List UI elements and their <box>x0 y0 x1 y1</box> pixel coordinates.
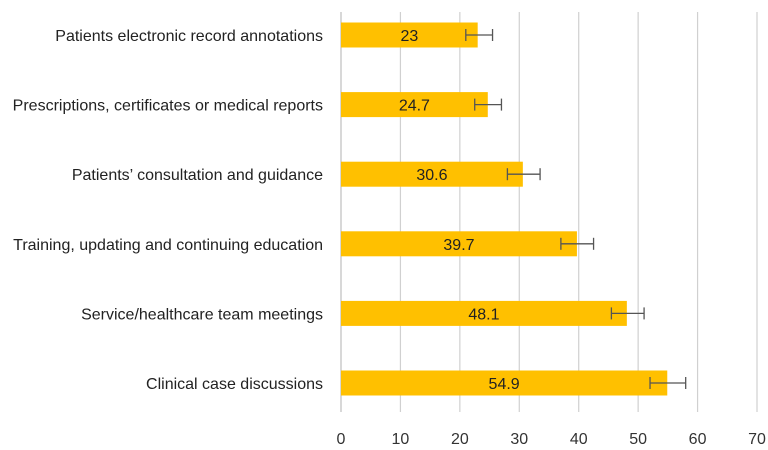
error-bar <box>465 29 494 41</box>
data-label: 48.1 <box>468 306 499 323</box>
x-tick-label: 70 <box>748 431 766 448</box>
x-tick-label: 30 <box>510 431 528 448</box>
error-bar <box>506 168 541 181</box>
x-axis-ticks: 0 10 20 30 40 50 60 70 <box>337 431 766 448</box>
category-label: Patients’ consultation and guidance <box>72 167 323 184</box>
x-tick-label: 10 <box>392 431 410 448</box>
error-bar <box>649 377 687 389</box>
data-label: 54.9 <box>489 376 520 393</box>
category-label: Prescriptions, certificates or medical r… <box>13 98 323 115</box>
bar <box>341 370 668 396</box>
bars: 23 24.7 30.6 39.7 48.1 54.9 <box>341 22 687 396</box>
category-label: Training, updating and continuing educat… <box>13 237 323 254</box>
x-tick-label: 60 <box>689 431 707 448</box>
data-label: 39.7 <box>443 237 474 254</box>
x-tick-label: 20 <box>451 431 469 448</box>
bar <box>341 300 627 326</box>
bar <box>341 22 478 48</box>
data-label: 23 <box>400 28 418 45</box>
data-label: 24.7 <box>399 98 430 115</box>
category-label: Service/healthcare team meetings <box>81 306 323 323</box>
category-labels: Patients electronic record annotations Pr… <box>13 28 323 393</box>
category-label: Clinical case discussions <box>146 376 323 393</box>
error-bar <box>474 98 503 111</box>
grid <box>340 12 758 412</box>
bar <box>341 92 488 118</box>
x-tick-label: 0 <box>337 431 346 448</box>
x-tick-label: 40 <box>570 431 588 448</box>
bar <box>341 231 577 257</box>
error-bar <box>610 307 645 320</box>
error-bar <box>560 237 595 250</box>
data-label: 30.6 <box>416 167 447 184</box>
category-label: Patients electronic record annotations <box>55 28 323 45</box>
x-tick-label: 50 <box>629 431 647 448</box>
bar <box>341 161 523 187</box>
